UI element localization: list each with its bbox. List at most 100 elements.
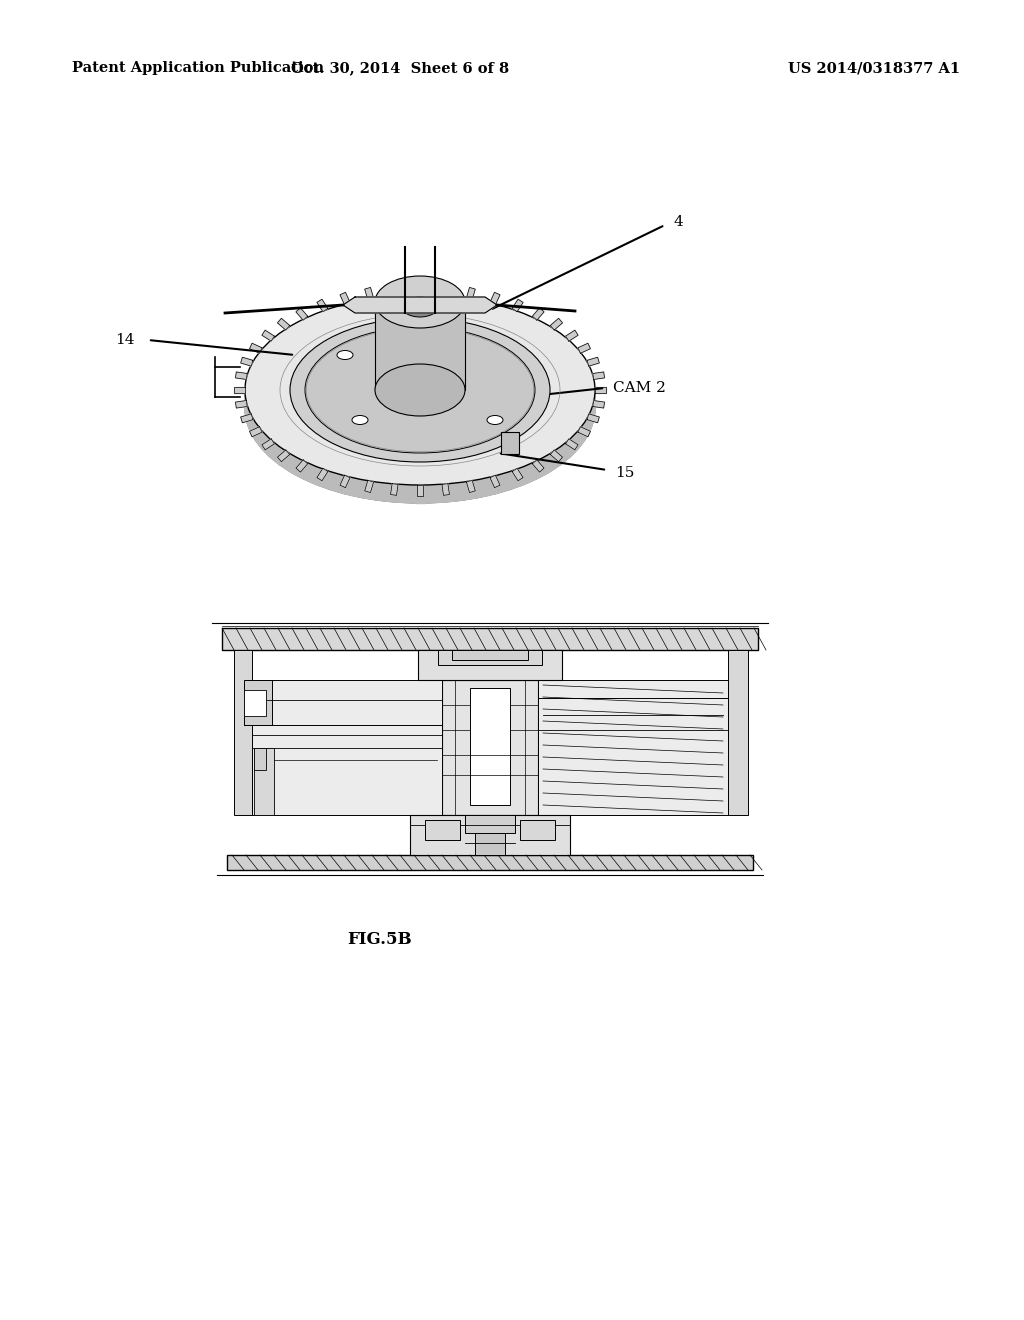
Bar	[442, 680, 538, 814]
Bar	[234, 649, 252, 814]
Polygon shape	[246, 400, 247, 424]
Polygon shape	[269, 438, 274, 461]
Polygon shape	[278, 450, 290, 462]
Polygon shape	[528, 462, 536, 483]
Polygon shape	[453, 482, 462, 502]
Polygon shape	[274, 442, 280, 465]
Ellipse shape	[375, 364, 465, 416]
Polygon shape	[286, 450, 292, 473]
Polygon shape	[532, 459, 544, 473]
Polygon shape	[589, 411, 591, 433]
Polygon shape	[280, 446, 286, 469]
Polygon shape	[352, 478, 360, 498]
Polygon shape	[520, 465, 528, 486]
Bar	[425, 820, 460, 840]
Polygon shape	[254, 420, 257, 442]
Polygon shape	[550, 318, 562, 330]
Polygon shape	[593, 400, 604, 408]
Ellipse shape	[402, 297, 438, 317]
Text: 15: 15	[615, 466, 635, 480]
Bar	[438, 649, 542, 665]
Polygon shape	[416, 484, 425, 503]
Bar	[252, 680, 442, 814]
Polygon shape	[365, 288, 374, 300]
Polygon shape	[261, 429, 265, 451]
Polygon shape	[370, 480, 379, 500]
Polygon shape	[340, 292, 350, 305]
Polygon shape	[236, 372, 247, 379]
Polygon shape	[278, 318, 290, 330]
Polygon shape	[365, 480, 374, 492]
Polygon shape	[249, 411, 251, 433]
Text: FIG.5B: FIG.5B	[348, 932, 413, 949]
Polygon shape	[470, 479, 479, 499]
Ellipse shape	[245, 313, 595, 503]
Bar	[410, 814, 570, 855]
Text: Patent Application Publication: Patent Application Publication	[72, 61, 324, 75]
Polygon shape	[265, 434, 269, 457]
Ellipse shape	[290, 318, 550, 462]
Polygon shape	[241, 358, 253, 366]
Polygon shape	[488, 475, 497, 495]
Polygon shape	[591, 405, 593, 428]
Polygon shape	[489, 475, 500, 487]
Bar	[538, 680, 728, 814]
Polygon shape	[234, 387, 245, 393]
Polygon shape	[340, 475, 350, 487]
Polygon shape	[407, 484, 416, 503]
Polygon shape	[443, 483, 453, 502]
Polygon shape	[360, 479, 370, 499]
Polygon shape	[587, 414, 599, 422]
Polygon shape	[442, 483, 450, 495]
Polygon shape	[536, 458, 542, 479]
Bar	[254, 748, 274, 814]
Polygon shape	[575, 429, 580, 451]
Polygon shape	[542, 454, 549, 477]
Polygon shape	[512, 300, 523, 312]
Bar	[244, 680, 272, 725]
Polygon shape	[247, 405, 249, 428]
Polygon shape	[586, 414, 589, 438]
Bar	[470, 688, 510, 805]
Polygon shape	[578, 343, 591, 354]
Polygon shape	[417, 284, 423, 294]
Polygon shape	[466, 288, 475, 300]
Text: US 2014/0318377 A1: US 2014/0318377 A1	[787, 61, 961, 75]
Ellipse shape	[375, 276, 465, 327]
Bar	[520, 820, 555, 840]
Polygon shape	[587, 358, 599, 366]
Polygon shape	[595, 387, 606, 393]
Polygon shape	[565, 330, 579, 341]
Polygon shape	[335, 473, 343, 494]
Polygon shape	[296, 459, 307, 473]
Polygon shape	[513, 467, 520, 488]
Polygon shape	[250, 343, 262, 354]
Polygon shape	[560, 442, 566, 465]
Polygon shape	[379, 482, 387, 502]
Polygon shape	[316, 469, 328, 480]
Bar	[222, 628, 758, 649]
Text: 14: 14	[116, 333, 135, 347]
Text: CAM 2: CAM 2	[613, 381, 666, 395]
Bar	[465, 814, 515, 833]
Polygon shape	[316, 300, 328, 312]
Polygon shape	[262, 438, 274, 450]
Polygon shape	[375, 302, 465, 389]
Ellipse shape	[337, 351, 353, 359]
Polygon shape	[583, 420, 586, 442]
Polygon shape	[580, 425, 583, 447]
Polygon shape	[298, 458, 305, 479]
Bar	[728, 649, 748, 814]
Ellipse shape	[487, 416, 503, 425]
Polygon shape	[343, 475, 352, 495]
Polygon shape	[565, 438, 579, 450]
Bar	[501, 432, 519, 454]
Polygon shape	[296, 308, 307, 321]
Polygon shape	[319, 467, 328, 488]
Polygon shape	[570, 434, 575, 457]
Polygon shape	[434, 484, 443, 503]
Polygon shape	[497, 473, 505, 494]
Polygon shape	[417, 484, 423, 496]
Text: 4: 4	[673, 215, 683, 228]
Polygon shape	[305, 462, 312, 483]
